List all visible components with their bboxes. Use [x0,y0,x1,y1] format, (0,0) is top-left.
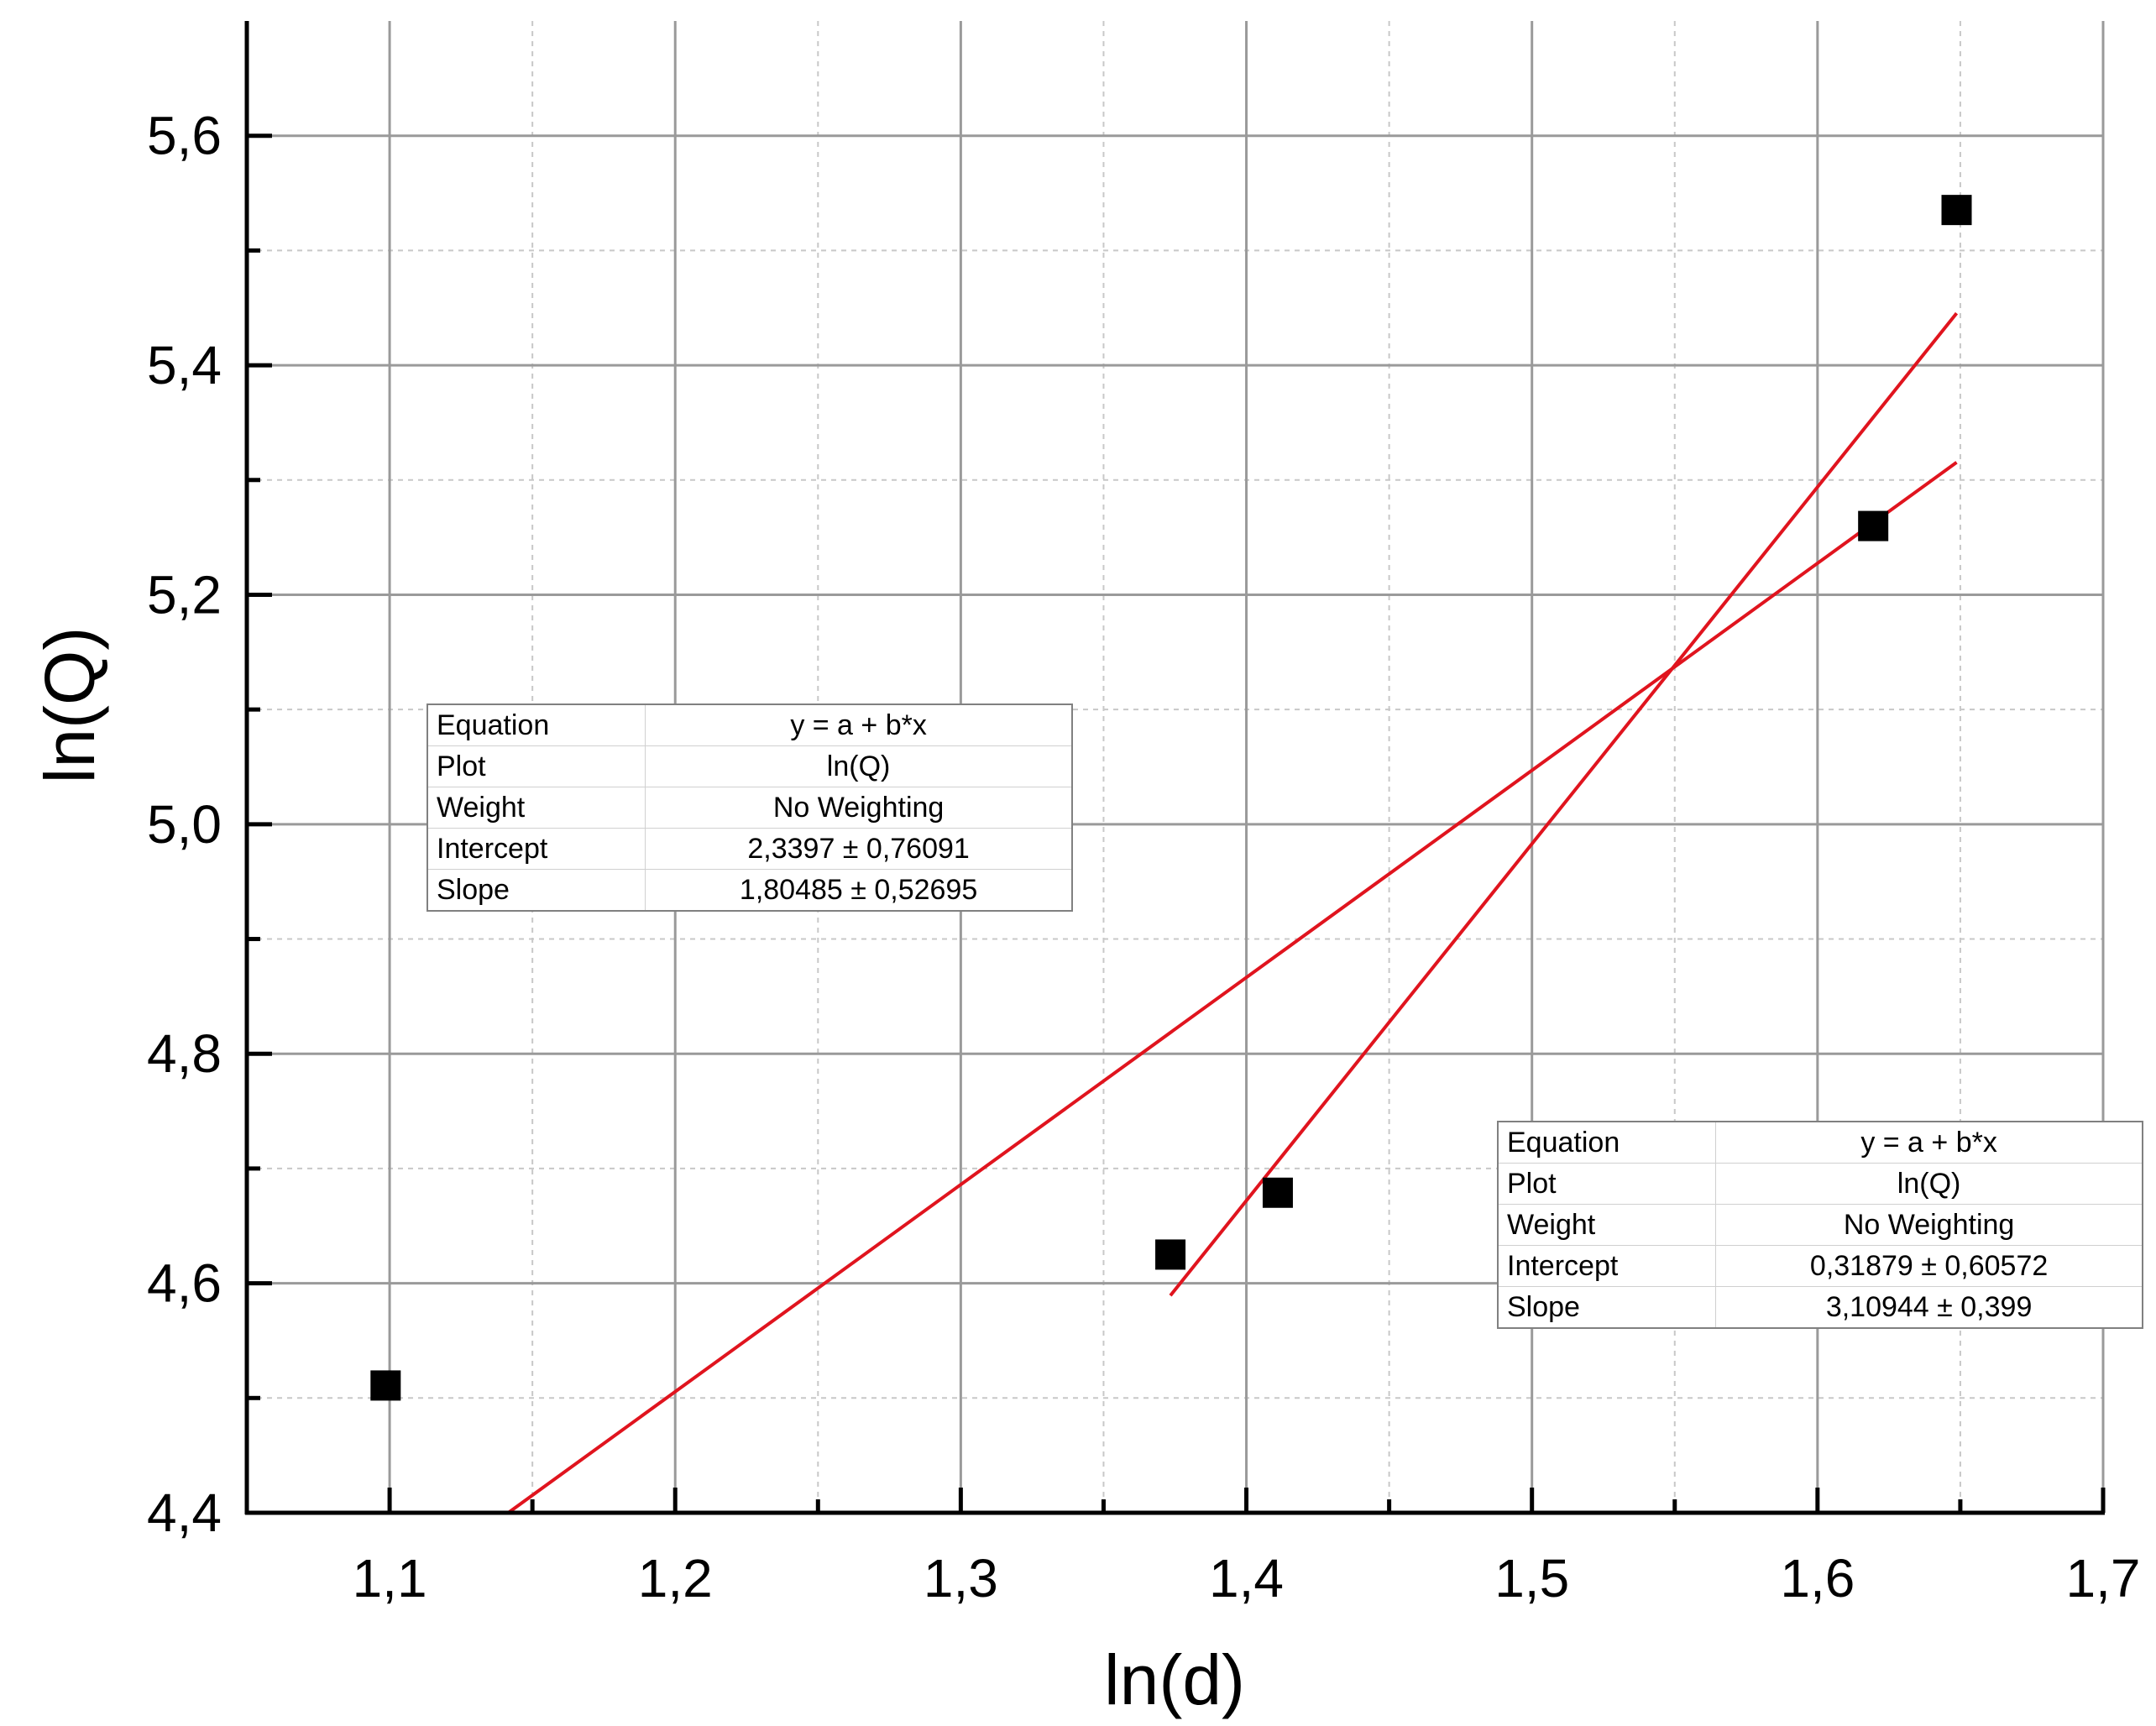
fit-table-value: ln(Q) [1715,1163,2143,1205]
fit-table-row: Plot ln(Q) [427,745,1072,787]
fit-table-row: Equation y = a + b*x [427,704,1072,746]
data-points [370,195,1972,1401]
x-tick-label: 1,6 [1780,1548,1855,1608]
fit-results-table-1: Equation y = a + b*x Plot ln(Q) Weight No Wei… [426,703,1073,912]
fit-lines [507,311,1959,1514]
fit-table-value: No Weighting [645,787,1072,829]
axes [244,21,2106,1515]
x-tick-label: 1,5 [1494,1548,1569,1608]
fit-results-table-2: Equation y = a + b*x Plot ln(Q) Weight No Wei… [1497,1121,2143,1329]
fit-table-value: y = a + b*x [645,704,1072,746]
fit-table-row: Plot ln(Q) [1498,1163,2143,1205]
fit-table-row: Intercept 0,31879 ± 0,60572 [1498,1245,2143,1287]
fit-table-label: Intercept [427,828,646,870]
fit-line-1 [507,461,1958,1514]
fit-table-value: 1,80485 ± 0,52695 [645,869,1072,912]
fit-table-label: Plot [1498,1163,1716,1205]
y-tick-label: 4,4 [147,1483,222,1543]
y-tick-label: 5,4 [147,335,222,395]
fit-table-row: Equation y = a + b*x [1498,1122,2143,1164]
data-point [1941,195,1972,226]
x-tick-label: 1,3 [924,1548,998,1608]
fit-table-row: Slope 1,80485 ± 0,52695 [427,869,1072,912]
y-tick-label: 5,2 [147,564,222,625]
fit-table-label: Equation [427,704,646,746]
y-tick-label: 5,6 [147,106,222,166]
fit-table-value: No Weighting [1715,1204,2143,1246]
data-point [370,1370,401,1401]
y-tick-label: 4,6 [147,1253,222,1314]
fit-table-label: Slope [1498,1286,1716,1329]
fit-table-value: 0,31879 ± 0,60572 [1715,1245,2143,1287]
fit-table-value: 2,3397 ± 0,76091 [645,828,1072,870]
y-tick-label: 5,0 [147,794,222,855]
fit-table-label: Intercept [1498,1245,1716,1287]
fit-table-row: Slope 3,10944 ± 0,399 [1498,1286,2143,1329]
fit-table-label: Plot [427,745,646,787]
fit-table-label: Slope [427,869,646,912]
tick-labels: 1,1 1,2 1,3 1,4 1,5 1,6 1,7 4,4 4,6 4,8 5,0 5,2 5,4 5… [147,106,2140,1608]
fit-table-value: ln(Q) [645,745,1072,787]
fit-table-label: Weight [1498,1204,1716,1246]
y-axis-title: ln(Q) [30,627,109,784]
fit-line-2 [1169,311,1959,1297]
fit-table-row: Intercept 2,3397 ± 0,76091 [427,828,1072,870]
x-tick-label: 1,2 [638,1548,713,1608]
data-point [1155,1239,1186,1270]
fit-table-value: 3,10944 ± 0,399 [1715,1286,2143,1329]
x-tick-label: 1,1 [353,1548,427,1608]
data-point [1858,510,1889,541]
fit-table-value: y = a + b*x [1715,1122,2143,1164]
data-point [1262,1177,1293,1208]
y-tick-label: 4,8 [147,1023,222,1084]
x-axis-title: ln(d) [1104,1640,1245,1719]
fit-table-row: Weight No Weighting [1498,1204,2143,1246]
x-tick-label: 1,4 [1209,1548,1284,1608]
fit-table-label: Weight [427,787,646,829]
fit-table-row: Weight No Weighting [427,787,1072,829]
x-tick-label: 1,7 [2066,1548,2141,1608]
fit-table-label: Equation [1498,1122,1716,1164]
